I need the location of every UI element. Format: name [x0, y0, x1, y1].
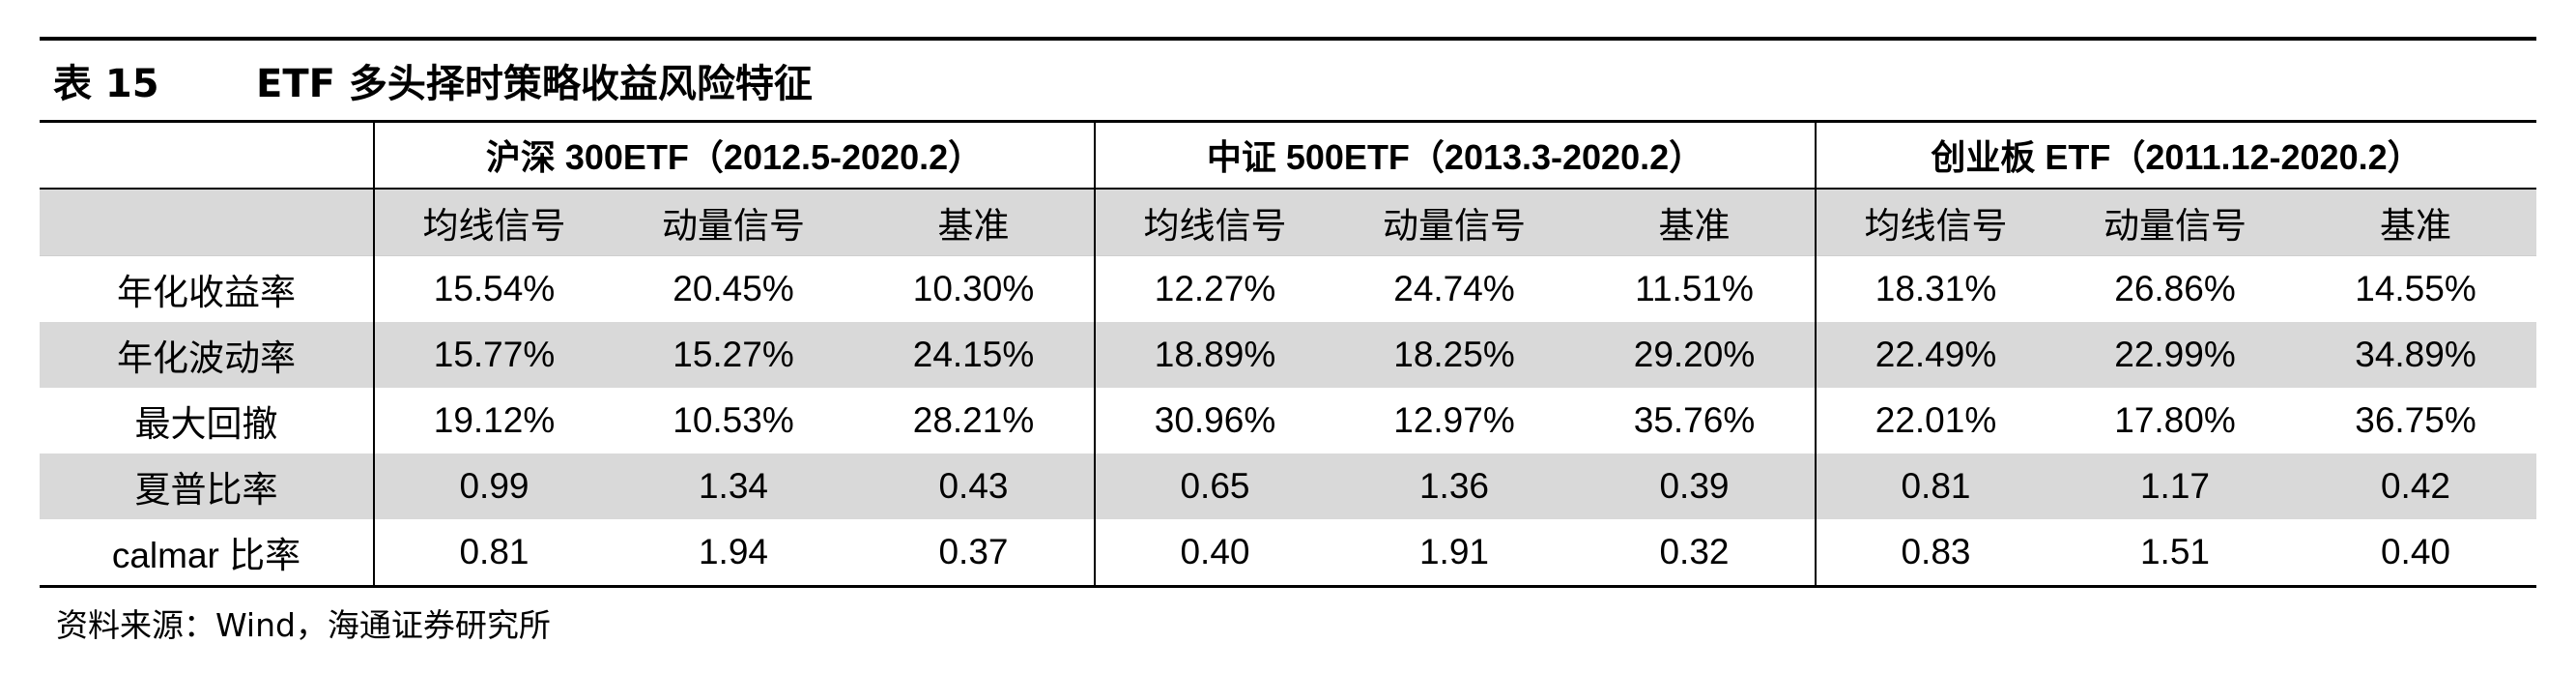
- cell: 19.12%: [433, 400, 556, 440]
- cell: 0.39: [1574, 454, 1817, 519]
- cell: 1.94: [614, 519, 853, 588]
- cell: 0.32: [1574, 519, 1817, 588]
- cell: 1.34: [614, 454, 853, 519]
- cell: 36.75%: [2355, 400, 2476, 440]
- cell: 24.74%: [1393, 269, 1515, 308]
- subheader-benchmark: 基准: [853, 189, 1096, 256]
- cell: 0.83: [1816, 519, 2055, 588]
- cell: 18.89%: [1095, 322, 1334, 388]
- source-note: 资料来源：Wind，海通证券研究所: [56, 606, 551, 644]
- table-row: 年化收益率 15.54% 20.45% 10.30% 12.27% 24.74%…: [40, 255, 2536, 322]
- cell: 20.45%: [673, 269, 794, 308]
- row-label: 夏普比率: [40, 454, 375, 519]
- cell: 15.77%: [374, 322, 614, 388]
- top-rule: [40, 37, 2536, 41]
- row-label: 年化波动率: [40, 322, 375, 388]
- cell: 0.99: [374, 454, 614, 519]
- subheader-ma-signal: 均线信号: [374, 189, 614, 256]
- title-rule: [40, 120, 2536, 123]
- cell: 22.99%: [2055, 322, 2295, 388]
- cell: 0.40: [2295, 519, 2536, 588]
- cell: 15.54%: [433, 269, 556, 308]
- subheader-ma-signal: 均线信号: [1095, 189, 1334, 256]
- subheader-momentum-signal: 动量信号: [2055, 189, 2295, 256]
- cell: 0.81: [374, 519, 614, 588]
- cell: 22.49%: [1816, 322, 2055, 388]
- cell: 1.91: [1334, 519, 1574, 588]
- table-caption: 表 15 ETF 多头择时策略收益风险特征: [40, 39, 2536, 122]
- table-row: 年化波动率 15.77% 15.27% 24.15% 18.89% 18.25%…: [40, 322, 2536, 388]
- group-header-row: 沪深 300ETF（2012.5-2020.2） 中证 500ETF（2013.…: [40, 122, 2536, 190]
- cell: 0.81: [1816, 454, 2055, 519]
- corner-cell: [40, 122, 375, 190]
- cell: 1.51: [2055, 519, 2295, 588]
- cell: 0.42: [2295, 454, 2536, 519]
- cell: 29.20%: [1574, 322, 1817, 388]
- cell: 18.25%: [1334, 322, 1574, 388]
- data-table: 沪深 300ETF（2012.5-2020.2） 中证 500ETF（2013.…: [40, 122, 2536, 588]
- cell: 30.96%: [1154, 400, 1276, 440]
- cell: 0.65: [1095, 454, 1334, 519]
- subheader-benchmark: 基准: [2295, 189, 2536, 256]
- row-label: calmar 比率: [40, 519, 375, 588]
- cell: 22.01%: [1875, 400, 1997, 440]
- cell: 1.17: [2055, 454, 2295, 519]
- cell: 24.15%: [853, 322, 1096, 388]
- cell: 10.53%: [673, 400, 794, 440]
- table-row: calmar 比率 0.81 1.94 0.37 0.40 1.91 0.32 …: [40, 519, 2536, 588]
- cell: 1.36: [1334, 454, 1574, 519]
- cell: 0.37: [853, 519, 1096, 588]
- group-header-hs300: 沪深 300ETF（2012.5-2020.2）: [374, 122, 1096, 190]
- cell: 12.97%: [1393, 400, 1515, 440]
- group-header-cyb: 创业板 ETF（2011.12-2020.2）: [1816, 122, 2536, 190]
- corner-cell: [40, 189, 375, 256]
- subheader-momentum-signal: 动量信号: [614, 189, 853, 256]
- row-label: 最大回撤: [40, 388, 375, 454]
- cell: 34.89%: [2295, 322, 2536, 388]
- cell: 15.27%: [614, 322, 853, 388]
- cell: 10.30%: [853, 255, 1096, 322]
- cell: 12.27%: [1154, 269, 1276, 308]
- cell: 28.21%: [853, 388, 1096, 454]
- group-header-zz500: 中证 500ETF（2013.3-2020.2）: [1095, 122, 1817, 190]
- cell: 11.51%: [1574, 255, 1817, 322]
- table-row: 最大回撤 19.12% 10.53% 28.21% 30.96% 12.97% …: [40, 388, 2536, 454]
- cell: 14.55%: [2355, 269, 2476, 308]
- cell: 35.76%: [1574, 388, 1817, 454]
- subheader-benchmark: 基准: [1574, 189, 1817, 256]
- table-title: ETF 多头择时策略收益风险特征: [256, 62, 813, 106]
- cell: 0.40: [1095, 519, 1334, 588]
- table-number: 表 15: [53, 62, 159, 106]
- subheader-ma-signal: 均线信号: [1816, 189, 2055, 256]
- table-row: 夏普比率 0.99 1.34 0.43 0.65 1.36 0.39 0.81 …: [40, 454, 2536, 519]
- cell: 26.86%: [2114, 269, 2236, 308]
- subheader-row: 均线信号 动量信号 基准 均线信号 动量信号 基准 均线信号 动量信号 基准: [40, 189, 2536, 256]
- cell: 0.43: [853, 454, 1096, 519]
- cell: 17.80%: [2114, 400, 2236, 440]
- row-label: 年化收益率: [40, 255, 375, 322]
- subheader-momentum-signal: 动量信号: [1334, 189, 1574, 256]
- cell: 18.31%: [1875, 269, 1997, 308]
